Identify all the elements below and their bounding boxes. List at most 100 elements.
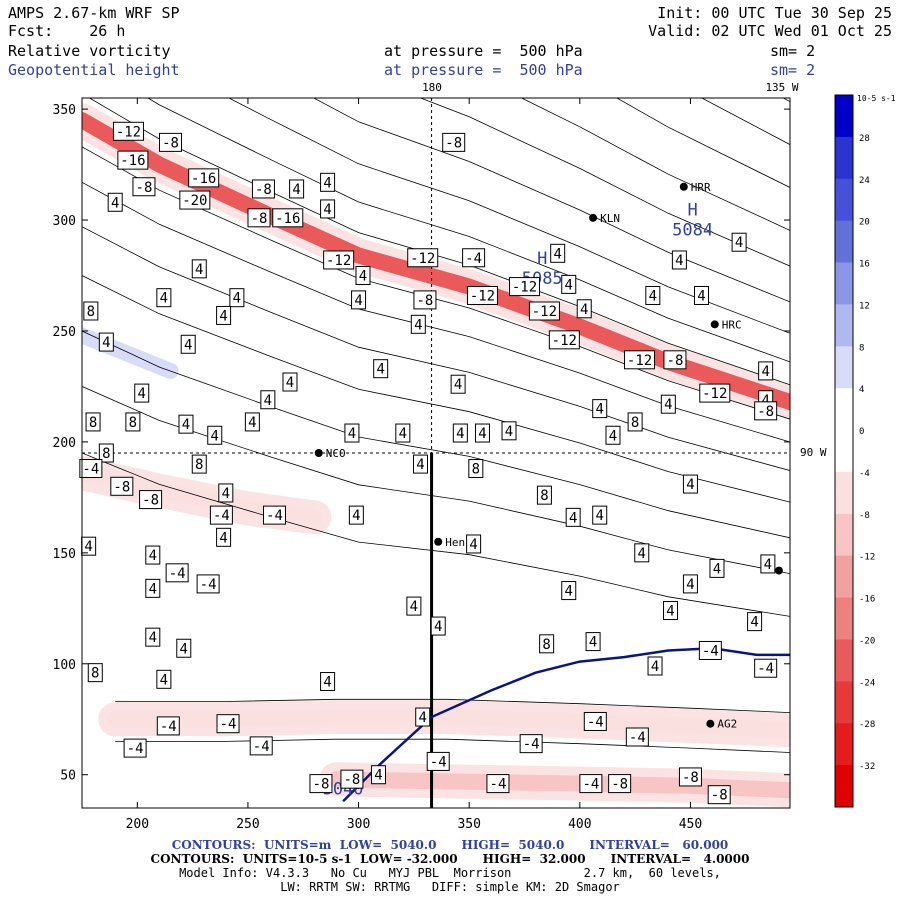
contour-label-box-93 xyxy=(747,612,763,632)
contour-label-33: 4 xyxy=(219,308,227,324)
contour-label-box-3 xyxy=(188,168,220,188)
field2-level: at pressure = 500 hPa xyxy=(384,61,583,79)
contour-label-box-82 xyxy=(145,545,161,565)
contour-label-box-47 xyxy=(699,383,731,403)
contour-label-24: 4 xyxy=(649,288,657,304)
contour-label-box-27 xyxy=(229,288,245,308)
contour-label-50: 4 xyxy=(664,397,672,413)
contour-label-box-35 xyxy=(410,314,426,334)
contour-label-5: -20 xyxy=(182,193,207,209)
contour-label-71: 4 xyxy=(686,477,694,493)
contour-label-23: 4 xyxy=(565,277,573,293)
contour-label-box-86 xyxy=(760,554,776,574)
contour-label-94: 4 xyxy=(149,630,157,646)
contour-label-84: -4 xyxy=(169,566,186,582)
colorbar-label-8: 0 xyxy=(859,427,864,437)
contour-label-9: -8 xyxy=(251,211,268,227)
contour-label-box-40 xyxy=(663,350,687,370)
contour-label-box-115 xyxy=(309,774,333,794)
vorticity-contour-2 xyxy=(82,330,790,539)
contour-label-55: 8 xyxy=(89,415,97,431)
colorbar-swatch-16 xyxy=(835,765,853,808)
contour-label-box-96 xyxy=(176,638,192,658)
contour-label-78: 4 xyxy=(596,508,604,524)
contour-label-44: 4 xyxy=(454,377,462,393)
contour-label-box-41 xyxy=(758,361,774,381)
contour-label-120: -8 xyxy=(682,770,699,786)
contour-label-box-94 xyxy=(145,627,161,647)
y-tick-label-3: 200 xyxy=(53,436,76,451)
contour-label-36: -12 xyxy=(552,333,577,349)
footer-height-contours: CONTOURS: UNITS=m LOW= 5040.0 HIGH= 5040… xyxy=(171,838,729,852)
vorticity-contour-13 xyxy=(616,98,790,188)
contour-label-box-101 xyxy=(156,669,172,689)
contour-label-106: -4 xyxy=(220,717,237,733)
contour-label-119: -8 xyxy=(611,777,628,793)
contour-label-75: -4 xyxy=(266,508,283,524)
contour-label-102: 4 xyxy=(323,675,331,691)
contour-label-box-18 xyxy=(671,250,687,270)
contour-label-49: 4 xyxy=(596,402,604,418)
contour-label-box-97 xyxy=(539,634,555,654)
colorbar-swatch-3 xyxy=(835,220,853,264)
contour-label-39: -12 xyxy=(627,353,652,369)
lower-contour-0 xyxy=(115,738,790,753)
contour-label-box-100 xyxy=(87,663,103,683)
contour-label-box-59 xyxy=(452,423,468,443)
contour-label-104: 4 xyxy=(651,659,659,675)
lower-contour-1 xyxy=(115,698,790,713)
contour-label-96: 4 xyxy=(180,641,188,657)
contour-label-18: 4 xyxy=(675,253,683,269)
vorticity-band-core-2 xyxy=(82,420,367,481)
contour-label-box-111 xyxy=(519,734,543,754)
contour-label-3: -16 xyxy=(191,171,216,187)
contour-label-80: 4 xyxy=(469,537,477,553)
contour-label-67: 8 xyxy=(472,462,480,478)
colorbar-swatch-8 xyxy=(835,430,853,473)
vorticity-contour-3 xyxy=(82,275,790,503)
contour-label-box-9 xyxy=(247,208,271,228)
contour-label-box-12 xyxy=(442,132,466,152)
contour-label-61: 4 xyxy=(505,424,513,440)
contour-label-box-91 xyxy=(406,596,422,616)
contour-label-108: -4 xyxy=(587,714,604,730)
contour-label-box-33 xyxy=(216,305,232,325)
contour-label-box-107 xyxy=(415,707,431,727)
contour-label-box-66 xyxy=(413,454,429,474)
lon-90w-label: 90 W xyxy=(800,446,827,459)
contour-label-111: -4 xyxy=(523,737,540,753)
contour-label-117: -4 xyxy=(490,777,507,793)
field1-smoothing: sm= 2 xyxy=(770,42,816,60)
colorbar-label-13: -20 xyxy=(859,636,875,646)
contour-label-82: 4 xyxy=(149,548,157,564)
contour-label-box-103 xyxy=(754,658,778,678)
contour-label-box-112 xyxy=(625,727,649,747)
contour-label-17: 4 xyxy=(553,246,561,262)
contour-label-79: 4 xyxy=(219,530,227,546)
footer-vorticity-contours: CONTOURS: UNITS=10-5 s-1 LOW= -32.000 HI… xyxy=(150,852,750,866)
colorbar-swatch-12 xyxy=(835,597,853,640)
contour-label-37: 4 xyxy=(102,335,110,351)
high-value-1: 5084 xyxy=(672,220,713,240)
contour-label-box-109 xyxy=(123,738,147,758)
contour-label-box-76 xyxy=(348,505,364,525)
x-tick-label-3: 350 xyxy=(457,817,480,832)
contour-label-box-17 xyxy=(550,243,566,263)
x-tick-label-1: 250 xyxy=(236,817,259,832)
contour-label-box-121 xyxy=(707,785,731,805)
contour-label-77: 4 xyxy=(569,510,577,526)
colorbar-label-9: -4 xyxy=(859,469,870,479)
contour-label-31: -12 xyxy=(532,304,557,320)
contour-label-box-25 xyxy=(694,285,709,305)
x-tick-label-5: 450 xyxy=(679,817,702,832)
contour-label-42: 4 xyxy=(286,375,294,391)
vorticity-contour-16 xyxy=(82,0,790,59)
high-label-0: H xyxy=(537,249,547,269)
contour-label-box-42 xyxy=(282,372,298,392)
contour-label-1: -8 xyxy=(162,135,179,151)
colorbar-label-5: 12 xyxy=(859,301,870,311)
colorbar-swatch-7 xyxy=(835,388,853,431)
colorbar-swatch-15 xyxy=(835,723,853,766)
contour-label-box-24 xyxy=(645,285,661,305)
contour-label-0: -12 xyxy=(116,124,141,140)
